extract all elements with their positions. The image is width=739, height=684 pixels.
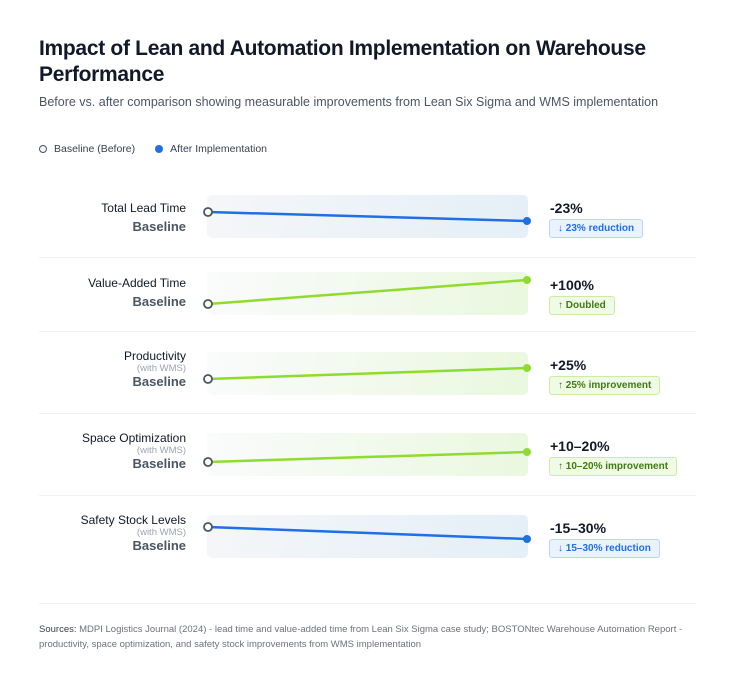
metric-label: Productivity (with WMS) Baseline [0,349,186,389]
metric-note: (with WMS) [136,527,186,538]
slope-line [207,450,528,464]
sources-note: Sources: MDPI Logistics Journal (2024) -… [39,622,699,652]
metric-name: Total Lead Time [101,201,186,215]
metric-name: Safety Stock Levels [80,513,186,527]
baseline-label: Baseline [132,374,186,389]
slope-line [207,210,528,223]
baseline-marker [203,207,213,217]
slope-plot [203,515,531,558]
hollow-dot-icon [39,145,47,153]
change-badge: ↓ 23% reduction [549,219,644,238]
chart-title: Impact of Lean and Automation Implementa… [39,37,646,86]
sources-text: MDPI Logistics Journal (2024) - lead tim… [39,624,683,650]
change-value: -15–30% [550,520,607,536]
legend: Baseline (Before) After Implementation [39,143,267,155]
row-divider [39,331,696,332]
legend-baseline: Baseline (Before) [39,143,135,155]
change-badge: ↑ Doubled [549,296,615,315]
change-value: +25% [550,357,587,373]
after-marker [523,364,531,372]
legend-after: After Implementation [155,143,267,155]
row-divider [39,257,696,258]
metric-label: Total Lead Time Baseline [0,201,186,234]
baseline-label: Baseline [132,294,186,309]
baseline-label: Baseline [132,538,186,553]
metric-label: Safety Stock Levels (with WMS) Baseline [0,513,186,553]
sources-label: Sources: [39,624,77,635]
metric-name: Value-Added Time [88,276,186,290]
after-marker [523,276,531,284]
baseline-marker [203,374,213,384]
slope-line [207,278,528,306]
change-value: -23% [550,200,583,216]
metric-label: Space Optimization (with WMS) Baseline [0,431,186,471]
filled-dot-icon [155,145,164,153]
change-badge: ↑ 25% improvement [549,376,661,395]
change-value: +10–20% [550,438,610,454]
metric-name: Productivity [123,349,186,363]
legend-after-label: After Implementation [170,143,268,155]
row-divider [39,495,696,496]
change-badge: ↓ 15–30% reduction [549,539,660,558]
baseline-marker [203,522,213,532]
slope-line [207,525,528,541]
after-marker [523,535,531,543]
change-value: +100% [550,277,594,293]
row-divider [39,413,696,414]
metric-note: (with WMS) [136,363,186,374]
baseline-marker [203,299,213,309]
after-marker [523,448,531,456]
divider [39,603,696,604]
baseline-label: Baseline [132,219,186,234]
change-badge: ↑ 10–20% improvement [549,457,678,476]
chart-subtitle: Before vs. after comparison showing meas… [39,95,659,109]
metric-label: Value-Added Time Baseline [0,276,186,309]
baseline-marker [203,457,213,467]
slope-plot [203,433,531,476]
legend-baseline-label: Baseline (Before) [54,143,136,155]
baseline-label: Baseline [132,456,186,471]
slope-line [207,366,528,381]
slope-plot [203,352,531,395]
slope-plot [203,272,531,315]
slope-plot [203,195,531,238]
metric-note: (with WMS) [136,445,186,456]
metric-name: Space Optimization [81,431,186,445]
after-marker [523,217,531,225]
